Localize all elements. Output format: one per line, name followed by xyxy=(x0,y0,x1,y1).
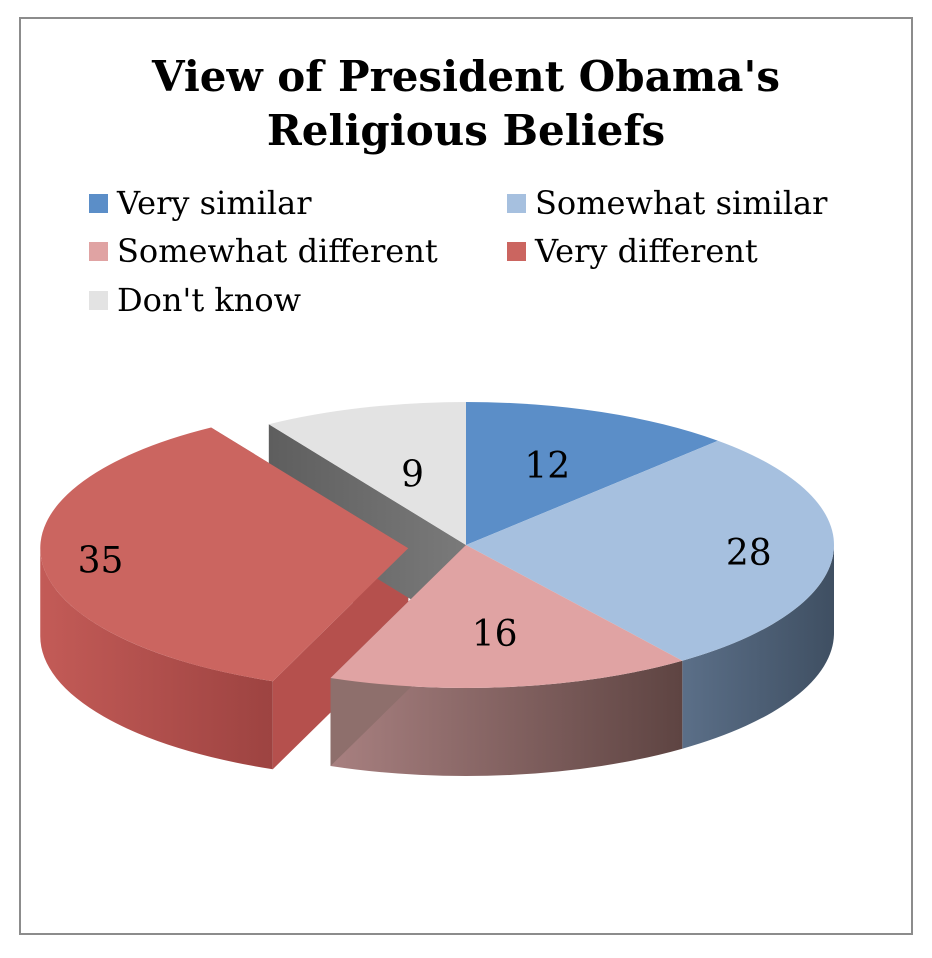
pie-slice-2 xyxy=(330,545,683,688)
legend-label: Don't know xyxy=(117,281,302,319)
legend-item-very-similar: Very similar xyxy=(89,183,312,223)
pie-slice-4 xyxy=(268,402,466,545)
pie-slice-1 xyxy=(466,440,835,661)
legend-item-dont-know: Don't know xyxy=(89,280,301,320)
legend-label: Very different xyxy=(535,232,758,270)
slice-wall-start-3 xyxy=(272,548,409,770)
legend-label: Somewhat similar xyxy=(535,184,828,222)
slice-side-3 xyxy=(40,548,273,770)
pie-tops xyxy=(40,402,835,688)
slice-side-2 xyxy=(330,660,683,776)
legend-item-somewhat-similar: Somewhat similar xyxy=(507,183,827,223)
legend-swatch xyxy=(89,241,108,261)
chart-legend: Very similar Somewhat similar Somewhat d… xyxy=(0,0,932,330)
legend-item-very-different: Very different xyxy=(507,231,758,271)
legend-swatch xyxy=(507,241,526,261)
chart-title-line-1: View of President Obama's xyxy=(151,52,780,101)
chart-title: View of President Obama's Religious Beli… xyxy=(0,50,932,158)
legend-swatch xyxy=(507,193,526,213)
slice-side-1 xyxy=(682,545,834,749)
legend-swatch xyxy=(89,290,108,310)
legend-item-somewhat-different: Somewhat different xyxy=(89,231,438,271)
legend-label: Somewhat different xyxy=(117,232,438,270)
data-label-1: 28 xyxy=(726,533,772,574)
pie-slice-3 xyxy=(40,427,409,682)
data-label-4: 9 xyxy=(401,455,424,496)
legend-label: Very similar xyxy=(117,184,312,222)
pie-data-labels: 12 28 16 35 9 xyxy=(78,446,772,655)
data-label-0: 12 xyxy=(524,446,570,487)
pie-slice-0 xyxy=(466,402,718,545)
chart-title-line-2: Religious Beliefs xyxy=(266,106,666,155)
data-label-2: 16 xyxy=(472,614,518,655)
data-label-3: 35 xyxy=(78,541,124,582)
legend-swatch xyxy=(89,193,108,213)
